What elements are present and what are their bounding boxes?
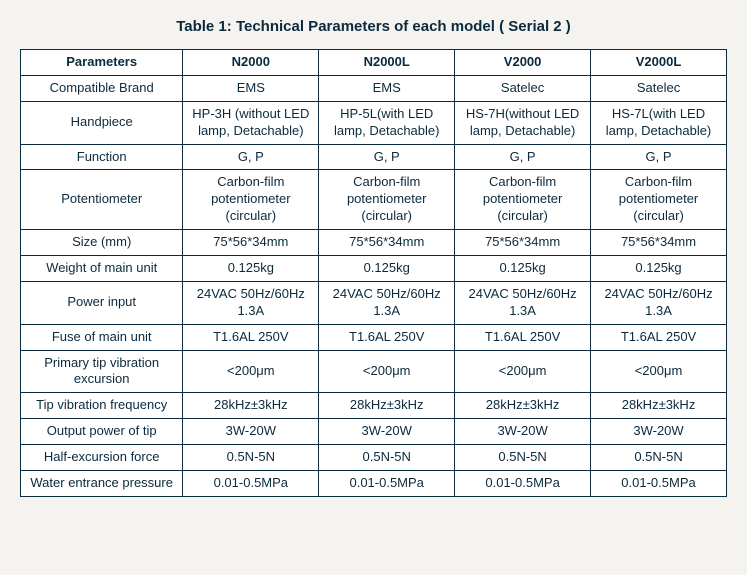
value-cell: 0.5N-5N — [319, 445, 455, 471]
value-cell: G, P — [319, 144, 455, 170]
value-cell: HS-7L(with LED lamp, Detachable) — [591, 101, 727, 144]
param-cell: Compatible Brand — [21, 75, 183, 101]
table-row: Power input24VAC 50Hz/60Hz 1.3A24VAC 50H… — [21, 281, 727, 324]
header-n2000: N2000 — [183, 50, 319, 76]
value-cell: 24VAC 50Hz/60Hz 1.3A — [591, 281, 727, 324]
value-cell: 75*56*34mm — [183, 230, 319, 256]
table-row: FunctionG, PG, PG, PG, P — [21, 144, 727, 170]
param-cell: Half-excursion force — [21, 445, 183, 471]
value-cell: T1.6AL 250V — [319, 324, 455, 350]
header-v2000l: V2000L — [591, 50, 727, 76]
value-cell: 0.5N-5N — [591, 445, 727, 471]
table-row: Tip vibration frequency28kHz±3kHz28kHz±3… — [21, 393, 727, 419]
table-row: HandpieceHP-3H (without LED lamp, Detach… — [21, 101, 727, 144]
value-cell: Carbon-film potentiometer (circular) — [183, 170, 319, 230]
value-cell: Satelec — [455, 75, 591, 101]
value-cell: 0.01-0.5MPa — [455, 471, 591, 497]
value-cell: 75*56*34mm — [319, 230, 455, 256]
table-row: Water entrance pressure0.01-0.5MPa0.01-0… — [21, 471, 727, 497]
value-cell: 0.01-0.5MPa — [183, 471, 319, 497]
header-parameters: Parameters — [21, 50, 183, 76]
param-cell: Potentiometer — [21, 170, 183, 230]
value-cell: <200μm — [319, 350, 455, 393]
value-cell: 28kHz±3kHz — [319, 393, 455, 419]
value-cell: Satelec — [591, 75, 727, 101]
table-row: Half-excursion force0.5N-5N0.5N-5N0.5N-5… — [21, 445, 727, 471]
parameters-table: Parameters N2000 N2000L V2000 V2000L Com… — [20, 49, 727, 497]
table-row: Output power of tip3W-20W3W-20W3W-20W3W-… — [21, 419, 727, 445]
value-cell: 75*56*34mm — [591, 230, 727, 256]
value-cell: 3W-20W — [455, 419, 591, 445]
table-row: Primary tip vibration excursion<200μm<20… — [21, 350, 727, 393]
value-cell: 0.125kg — [319, 256, 455, 282]
header-n2000l: N2000L — [319, 50, 455, 76]
value-cell: <200μm — [455, 350, 591, 393]
table-row: Size (mm)75*56*34mm75*56*34mm75*56*34mm7… — [21, 230, 727, 256]
value-cell: 3W-20W — [319, 419, 455, 445]
header-v2000: V2000 — [455, 50, 591, 76]
param-cell: Handpiece — [21, 101, 183, 144]
value-cell: HP-5L(with LED lamp, Detachable) — [319, 101, 455, 144]
value-cell: <200μm — [183, 350, 319, 393]
value-cell: 3W-20W — [183, 419, 319, 445]
value-cell: 24VAC 50Hz/60Hz 1.3A — [455, 281, 591, 324]
table-header-row: Parameters N2000 N2000L V2000 V2000L — [21, 50, 727, 76]
table-row: PotentiometerCarbon-film potentiometer (… — [21, 170, 727, 230]
value-cell: 28kHz±3kHz — [183, 393, 319, 419]
value-cell: 3W-20W — [591, 419, 727, 445]
value-cell: Carbon-film potentiometer (circular) — [591, 170, 727, 230]
value-cell: G, P — [455, 144, 591, 170]
param-cell: Fuse of main unit — [21, 324, 183, 350]
param-cell: Size (mm) — [21, 230, 183, 256]
value-cell: Carbon-film potentiometer (circular) — [455, 170, 591, 230]
value-cell: 0.01-0.5MPa — [319, 471, 455, 497]
value-cell: G, P — [591, 144, 727, 170]
value-cell: 24VAC 50Hz/60Hz 1.3A — [183, 281, 319, 324]
param-cell: Primary tip vibration excursion — [21, 350, 183, 393]
value-cell: 0.125kg — [183, 256, 319, 282]
value-cell: EMS — [319, 75, 455, 101]
value-cell: 0.125kg — [455, 256, 591, 282]
value-cell: T1.6AL 250V — [183, 324, 319, 350]
table-row: Compatible BrandEMSEMSSatelecSatelec — [21, 75, 727, 101]
value-cell: G, P — [183, 144, 319, 170]
value-cell: 0.5N-5N — [455, 445, 591, 471]
value-cell: 0.5N-5N — [183, 445, 319, 471]
value-cell: HP-3H (without LED lamp, Detachable) — [183, 101, 319, 144]
param-cell: Tip vibration frequency — [21, 393, 183, 419]
value-cell: EMS — [183, 75, 319, 101]
param-cell: Output power of tip — [21, 419, 183, 445]
value-cell: 28kHz±3kHz — [591, 393, 727, 419]
value-cell: 0.01-0.5MPa — [591, 471, 727, 497]
table-row: Fuse of main unitT1.6AL 250VT1.6AL 250VT… — [21, 324, 727, 350]
value-cell: T1.6AL 250V — [455, 324, 591, 350]
value-cell: 0.125kg — [591, 256, 727, 282]
value-cell: 24VAC 50Hz/60Hz 1.3A — [319, 281, 455, 324]
param-cell: Power input — [21, 281, 183, 324]
param-cell: Weight of main unit — [21, 256, 183, 282]
table-row: Weight of main unit0.125kg0.125kg0.125kg… — [21, 256, 727, 282]
value-cell: 28kHz±3kHz — [455, 393, 591, 419]
value-cell: HS-7H(without LED lamp, Detachable) — [455, 101, 591, 144]
param-cell: Water entrance pressure — [21, 471, 183, 497]
value-cell: <200μm — [591, 350, 727, 393]
table-title: Table 1: Technical Parameters of each mo… — [20, 18, 727, 35]
value-cell: Carbon-film potentiometer (circular) — [319, 170, 455, 230]
param-cell: Function — [21, 144, 183, 170]
value-cell: 75*56*34mm — [455, 230, 591, 256]
value-cell: T1.6AL 250V — [591, 324, 727, 350]
